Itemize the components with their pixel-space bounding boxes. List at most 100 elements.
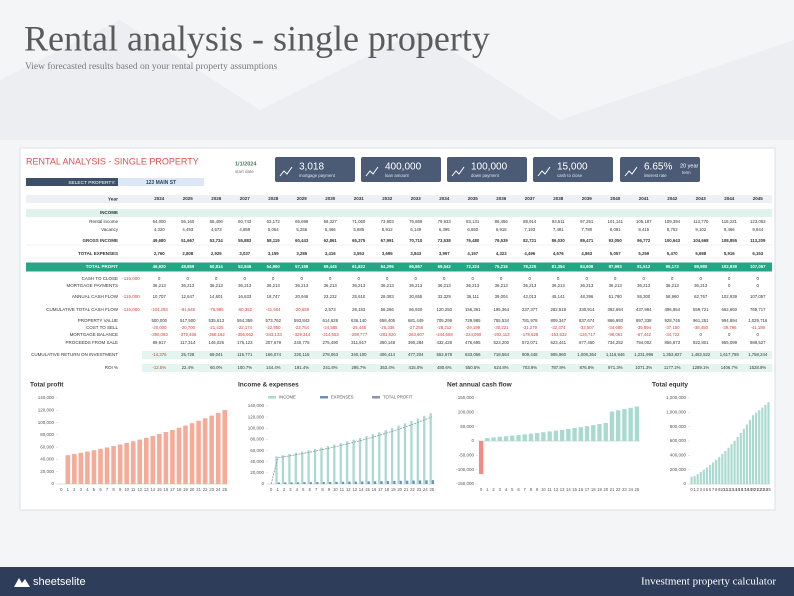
x-tick-label: 21: [754, 487, 759, 492]
x-tick-label: 17: [742, 487, 747, 492]
bar: [367, 481, 370, 484]
table-cell: 9,102: [695, 227, 706, 232]
table-cell: -67,442: [636, 332, 651, 337]
row-label: GROSS INCOME: [82, 238, 118, 243]
table-cell: 5,912: [382, 227, 393, 232]
table-cell: 0: [728, 332, 731, 337]
table-cell: 295.7%: [351, 365, 366, 370]
table-cell: 415.0%: [408, 365, 423, 370]
bar: [290, 482, 293, 484]
bar: [724, 450, 727, 484]
table-cell: 86,030: [552, 238, 566, 243]
bar: [163, 432, 169, 484]
bar: [541, 432, 546, 441]
table-cell: 3,285: [296, 251, 307, 256]
bar: [339, 443, 342, 484]
bar: [485, 437, 490, 441]
x-tick-label: 20: [751, 487, 756, 492]
table-cell: 36,213: [352, 283, 366, 288]
kpi-value: 6.65%: [644, 162, 672, 173]
start-date: 1/1/2024: [235, 161, 257, 167]
table-cell: 83,131: [466, 219, 480, 224]
table-cell: 104,668: [693, 238, 709, 243]
x-tick-label: 5: [706, 487, 709, 492]
x-tick-label: 15: [157, 487, 162, 492]
bar: [373, 481, 377, 484]
bar: [718, 457, 721, 484]
bar: [528, 433, 534, 441]
table-cell: 0: [728, 276, 731, 281]
bar: [143, 437, 149, 484]
bar: [189, 423, 195, 484]
chart-title: Total profit: [30, 382, 64, 389]
kpi-label: mortgage payment: [299, 173, 336, 178]
table-cell: 554,359: [237, 318, 253, 323]
x-tick-label: 1: [67, 487, 70, 492]
total-row-bg: [26, 262, 772, 272]
table-cell: -32,374: [551, 325, 566, 330]
property-box[interactable]: [118, 178, 204, 186]
table-cell: 4,323: [496, 251, 507, 256]
table-cell: 593,843: [294, 318, 310, 323]
bar: [341, 481, 345, 484]
property-name[interactable]: 123 MAIN ST: [146, 180, 176, 186]
bar: [478, 441, 484, 474]
table-cell: -314,553: [322, 332, 340, 337]
bar: [393, 480, 396, 484]
x-tick-label: 11: [723, 487, 728, 492]
table-cell: 22.4%: [182, 365, 194, 370]
bar: [65, 455, 71, 484]
row-label: PROPERTY VALUE: [78, 318, 118, 323]
table-cell: 662,660: [721, 307, 737, 312]
chart-title: Total equity: [652, 382, 688, 389]
table-cell: 240,775: [294, 340, 310, 345]
table-cell: 476,695: [465, 340, 481, 345]
table-cell: 0: [671, 276, 674, 281]
y-tick-label: -150,000: [456, 481, 474, 486]
x-tick-label: 6: [517, 487, 520, 492]
table-cell: -368,162: [208, 332, 226, 337]
table-cell: 1,353,827: [663, 352, 683, 357]
table-cell: 54,000: [153, 219, 167, 224]
table-cell: 729,985: [465, 318, 481, 323]
y-tick-label: 40,000: [250, 459, 264, 464]
bar: [303, 482, 306, 484]
x-tick-label: 8: [715, 487, 718, 492]
x-tick-label: 16: [164, 487, 169, 492]
table-cell: 107,057: [750, 294, 766, 299]
row-label: PROCEEDS FROM SALE: [65, 340, 118, 345]
table-cell: 82,721: [523, 238, 537, 243]
bar: [137, 439, 143, 484]
table-cell: 390,284: [408, 340, 424, 345]
x-tick-label: 25: [635, 487, 640, 492]
table-cell: 76,859: [409, 219, 423, 224]
x-tick-label: 9: [718, 487, 721, 492]
year-header: 2028: [268, 196, 279, 201]
bar: [603, 423, 608, 441]
table-cell: 62,861: [324, 238, 338, 243]
table-cell: 79,933: [438, 219, 452, 224]
table-cell: 5,916: [724, 251, 735, 256]
table-cell: -91,646: [180, 307, 195, 312]
bar: [425, 480, 428, 484]
table-cell: 61,822: [352, 264, 366, 269]
row-label: ANNUAL CASH FLOW: [72, 294, 119, 299]
bar: [712, 462, 715, 484]
bar: [320, 447, 323, 484]
x-tick-label: 7: [315, 487, 318, 492]
year-header: 2044: [724, 196, 735, 201]
x-tick-label: 2: [283, 487, 286, 492]
bar: [702, 469, 705, 484]
x-tick-label: 21: [610, 487, 615, 492]
table-cell: 166,074: [265, 352, 281, 357]
table-cell: 1,029,716: [748, 318, 768, 323]
bar: [431, 480, 435, 484]
table-cell: 3,553: [353, 251, 364, 256]
x-tick-label: 22: [410, 487, 415, 492]
y-tick-label: -100,000: [456, 467, 474, 472]
bar: [386, 481, 390, 484]
table-cell: 69,041: [210, 352, 224, 357]
row-label: MORTGAGE BALANCE: [70, 332, 118, 337]
bar: [628, 407, 633, 441]
table-cell: 734,252: [607, 340, 623, 345]
